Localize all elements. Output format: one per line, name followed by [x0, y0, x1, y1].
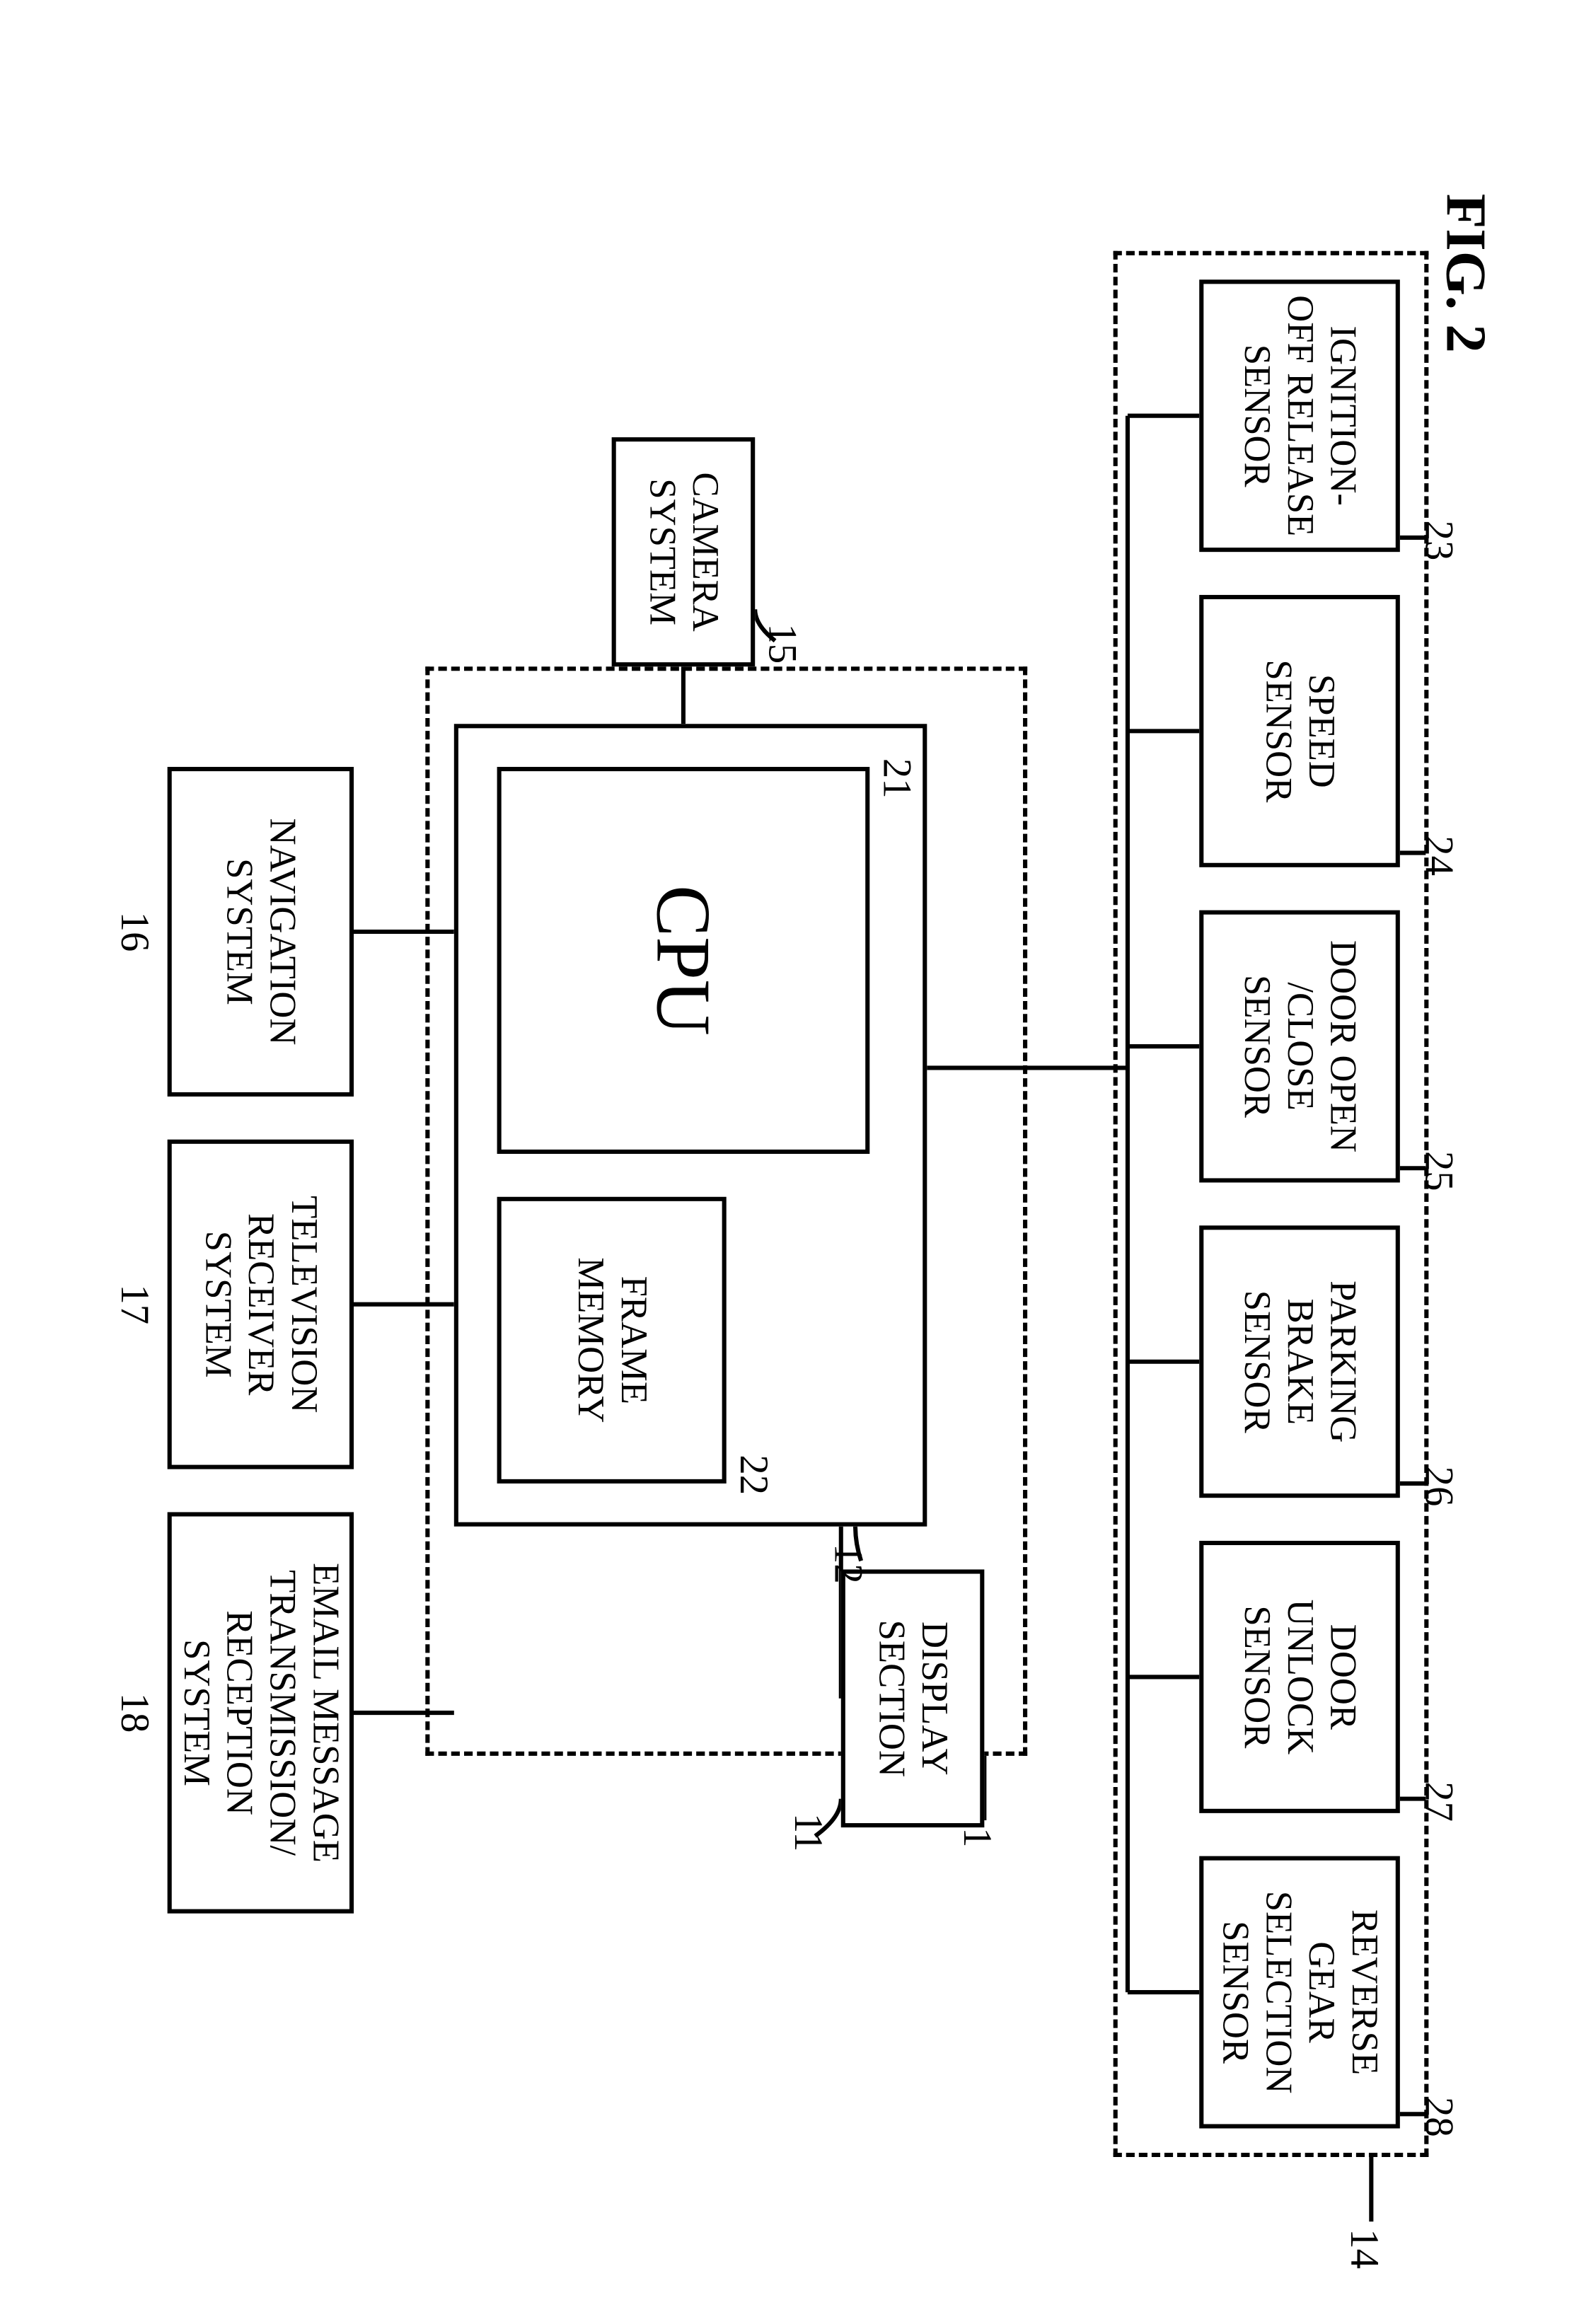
- ref-label: 17: [110, 1284, 156, 1324]
- sensor-box: DOOR OPEN/CLOSESENSOR: [1199, 910, 1400, 1182]
- ref-label: 26: [1414, 1466, 1460, 1506]
- ref-label: 24: [1414, 836, 1460, 876]
- camera-box: CAMERASYSTEM: [612, 437, 756, 666]
- sensor-box: REVERSEGEARSELECTIONSENSOR: [1199, 1856, 1400, 2128]
- nav-box: NAVIGATIONSYSTEM: [168, 767, 354, 1097]
- ref-label: 23: [1414, 520, 1460, 560]
- ref-label: 11: [784, 1812, 830, 1851]
- ref-label: 16: [110, 911, 156, 952]
- sensor-box: PARKINGBRAKESENSOR: [1199, 1225, 1400, 1498]
- tv-box: TELEVISIONRECEIVERSYSTEM: [168, 1139, 354, 1469]
- figure-label: FIG. 2: [1433, 193, 1500, 352]
- ref-label: 12: [823, 1544, 869, 1584]
- email-box: EMAIL MESSAGETRANSMISSION/RECEPTIONSYSTE…: [168, 1512, 354, 1913]
- sensor-box: SPEEDSENSOR: [1199, 594, 1400, 867]
- ref-label: 25: [1414, 1150, 1460, 1191]
- ref-label: 28: [1414, 2096, 1460, 2137]
- frame-memory-box: FRAMEMEMORY: [497, 1196, 727, 1483]
- ref-label: 21: [872, 758, 918, 798]
- ref-label: 18: [110, 1692, 156, 1733]
- ref-label: 22: [729, 1455, 775, 1495]
- ref-label: 1: [953, 1827, 999, 1847]
- ref-label: 27: [1414, 1781, 1460, 1822]
- ref-label: 14: [1340, 2228, 1386, 2269]
- display-box: DISPLAYSECTION: [841, 1569, 985, 1827]
- sensor-box: DOORUNLOCKSENSOR: [1199, 1540, 1400, 1812]
- ref-label: 15: [758, 623, 804, 664]
- cpu-box: CPU: [497, 767, 870, 1154]
- sensor-box: IGNITION-OFF RELEASESENSOR: [1199, 279, 1400, 552]
